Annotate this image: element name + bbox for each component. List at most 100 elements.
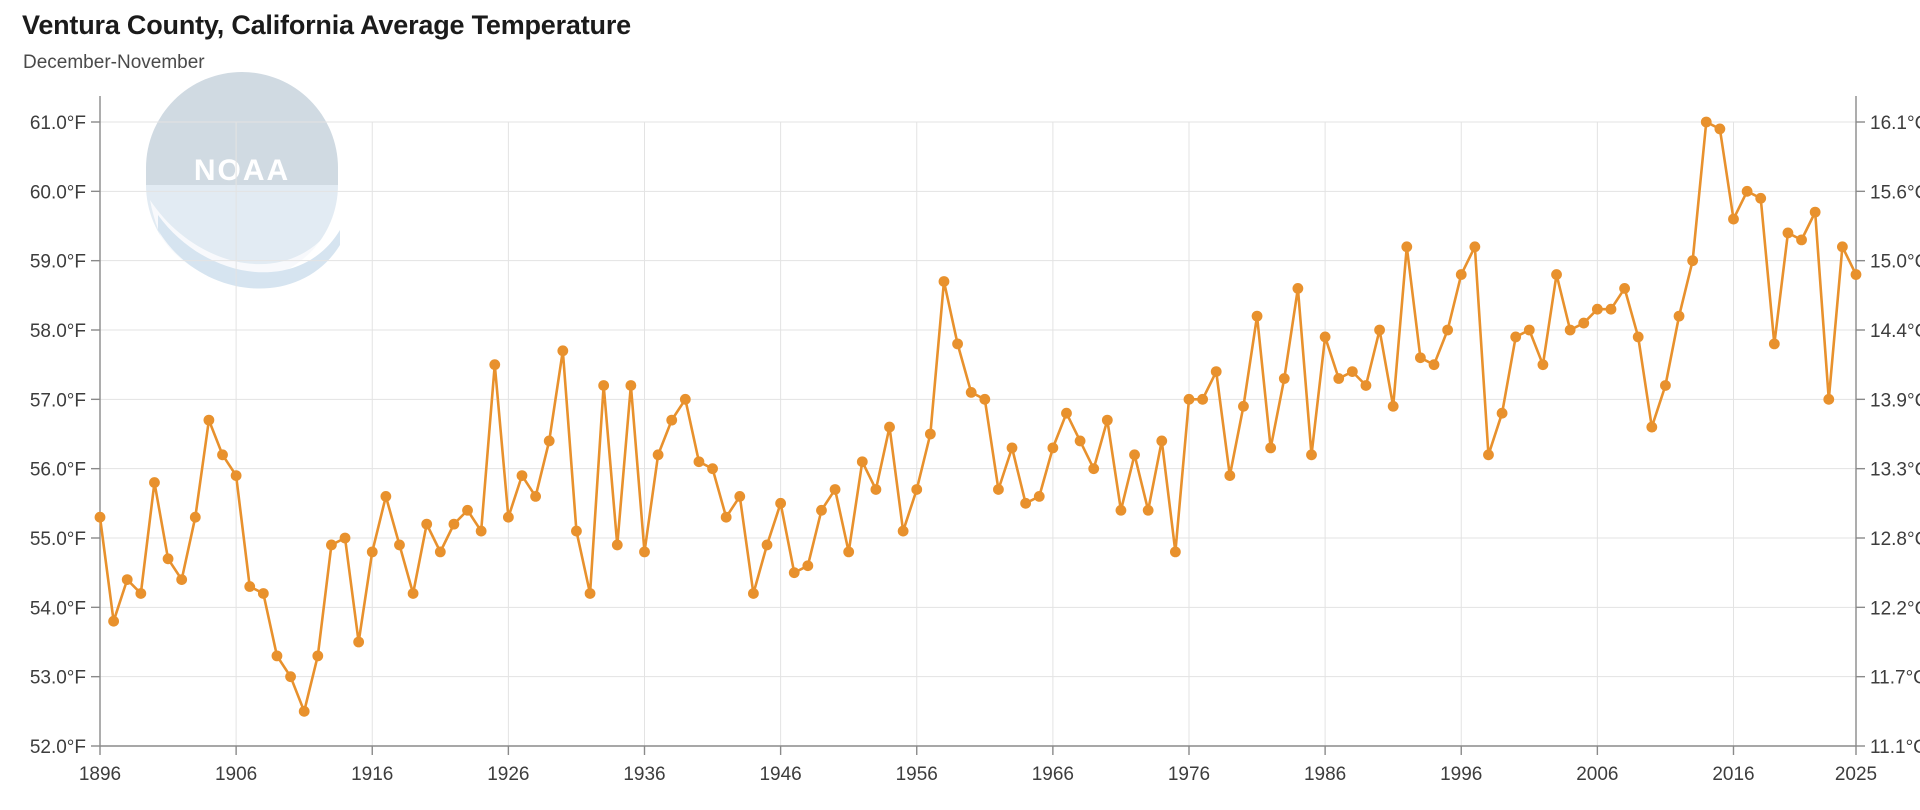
- data-point[interactable]: [434, 546, 446, 558]
- data-point[interactable]: [1265, 442, 1277, 454]
- data-point[interactable]: [611, 539, 623, 551]
- data-point[interactable]: [1047, 442, 1059, 454]
- data-point[interactable]: [1333, 373, 1345, 384]
- data-point[interactable]: [1646, 421, 1658, 433]
- data-point[interactable]: [1033, 491, 1045, 502]
- data-point[interactable]: [952, 338, 963, 350]
- data-point[interactable]: [1278, 373, 1290, 384]
- data-point[interactable]: [993, 484, 1004, 495]
- data-point[interactable]: [326, 539, 337, 551]
- data-point[interactable]: [380, 491, 392, 502]
- data-point[interactable]: [1061, 407, 1072, 419]
- data-point[interactable]: [1374, 324, 1385, 336]
- data-point[interactable]: [189, 511, 201, 523]
- data-point[interactable]: [312, 650, 324, 662]
- data-point[interactable]: [1292, 283, 1304, 294]
- data-point[interactable]: [693, 456, 705, 468]
- data-point[interactable]: [462, 504, 473, 516]
- data-point[interactable]: [938, 276, 950, 287]
- data-point[interactable]: [271, 650, 283, 662]
- data-point[interactable]: [1469, 241, 1481, 253]
- data-point[interactable]: [1523, 324, 1535, 336]
- data-point[interactable]: [1483, 449, 1494, 461]
- data-point[interactable]: [911, 484, 923, 495]
- data-point[interactable]: [884, 421, 895, 433]
- data-point[interactable]: [162, 553, 174, 565]
- data-point[interactable]: [1088, 463, 1100, 475]
- data-point[interactable]: [502, 511, 514, 523]
- data-point[interactable]: [1496, 407, 1508, 419]
- data-point[interactable]: [1578, 317, 1590, 329]
- data-point[interactable]: [1442, 324, 1454, 336]
- data-point[interactable]: [897, 525, 909, 537]
- data-point[interactable]: [1632, 331, 1644, 343]
- data-point[interactable]: [788, 567, 800, 579]
- data-point[interactable]: [1782, 227, 1794, 239]
- data-point[interactable]: [1510, 331, 1522, 343]
- data-point[interactable]: [1387, 400, 1399, 412]
- data-point[interactable]: [652, 449, 664, 461]
- data-point[interactable]: [1360, 380, 1372, 391]
- data-point[interactable]: [1660, 380, 1671, 391]
- data-point[interactable]: [1074, 435, 1086, 447]
- data-point[interactable]: [584, 588, 596, 599]
- data-point[interactable]: [829, 484, 841, 495]
- data-point[interactable]: [1415, 352, 1426, 364]
- data-point[interactable]: [1020, 497, 1032, 509]
- data-point[interactable]: [149, 477, 160, 488]
- data-point[interactable]: [720, 511, 732, 523]
- data-point[interactable]: [1755, 192, 1767, 204]
- data-point[interactable]: [1809, 206, 1821, 218]
- data-point[interactable]: [666, 414, 678, 426]
- data-point[interactable]: [298, 705, 310, 717]
- data-point[interactable]: [1836, 241, 1848, 253]
- data-point[interactable]: [475, 525, 487, 537]
- data-point[interactable]: [176, 574, 188, 585]
- data-point[interactable]: [94, 511, 106, 523]
- data-point[interactable]: [748, 588, 759, 599]
- data-point[interactable]: [1101, 414, 1113, 426]
- data-point[interactable]: [230, 470, 242, 481]
- data-point[interactable]: [843, 546, 855, 558]
- data-point[interactable]: [1551, 269, 1562, 280]
- data-point[interactable]: [1796, 234, 1807, 246]
- data-point[interactable]: [1823, 393, 1835, 405]
- data-point[interactable]: [1251, 310, 1263, 322]
- data-point[interactable]: [1619, 283, 1630, 294]
- data-point[interactable]: [1346, 366, 1358, 377]
- data-point[interactable]: [679, 393, 691, 405]
- data-point[interactable]: [734, 491, 746, 502]
- data-point[interactable]: [1700, 116, 1712, 128]
- data-point[interactable]: [870, 484, 882, 495]
- data-point[interactable]: [1455, 269, 1467, 280]
- data-point[interactable]: [1605, 303, 1617, 315]
- data-point[interactable]: [1401, 241, 1413, 253]
- data-point[interactable]: [217, 449, 228, 461]
- data-point[interactable]: [135, 588, 147, 599]
- data-point[interactable]: [775, 497, 787, 509]
- data-point[interactable]: [530, 491, 541, 502]
- data-point[interactable]: [339, 532, 351, 544]
- data-point[interactable]: [761, 539, 773, 551]
- data-point[interactable]: [543, 435, 555, 447]
- data-point[interactable]: [816, 504, 827, 516]
- data-point[interactable]: [1129, 449, 1140, 461]
- data-point[interactable]: [1156, 435, 1168, 447]
- data-point[interactable]: [203, 414, 215, 426]
- data-point[interactable]: [257, 588, 269, 599]
- data-point[interactable]: [1142, 504, 1154, 516]
- data-point[interactable]: [625, 380, 637, 391]
- data-point[interactable]: [557, 345, 569, 357]
- data-point[interactable]: [639, 546, 650, 558]
- data-point[interactable]: [856, 456, 868, 468]
- data-point[interactable]: [1210, 366, 1222, 377]
- data-point[interactable]: [571, 525, 582, 537]
- data-point[interactable]: [1564, 324, 1576, 336]
- data-point[interactable]: [1238, 400, 1249, 412]
- data-point[interactable]: [394, 539, 405, 551]
- data-point[interactable]: [121, 574, 133, 585]
- data-point[interactable]: [802, 560, 814, 572]
- data-point[interactable]: [1224, 470, 1236, 481]
- data-point[interactable]: [1714, 123, 1726, 135]
- data-point[interactable]: [353, 636, 365, 648]
